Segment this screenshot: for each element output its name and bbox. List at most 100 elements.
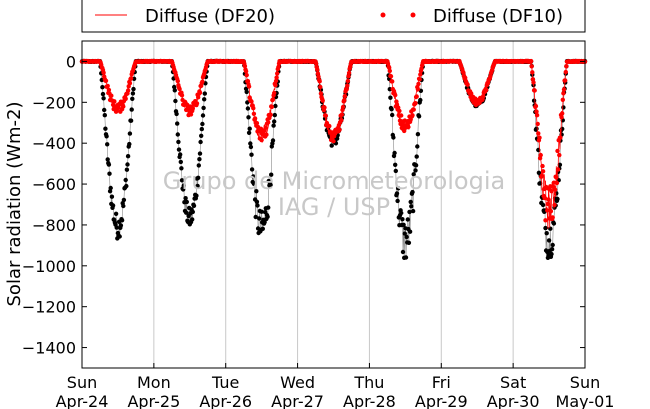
data-point bbox=[537, 135, 542, 140]
data-point bbox=[244, 89, 249, 95]
data-point bbox=[545, 201, 551, 207]
data-point bbox=[542, 195, 548, 201]
data-point bbox=[202, 97, 207, 102]
data-point bbox=[484, 87, 489, 93]
y-tick-label: 0 bbox=[66, 52, 76, 71]
data-point bbox=[550, 215, 555, 220]
data-point bbox=[389, 107, 394, 112]
x-tick-day: Sat bbox=[500, 373, 526, 392]
data-point bbox=[184, 210, 189, 215]
data-point bbox=[533, 103, 539, 109]
data-point bbox=[317, 79, 322, 84]
data-point bbox=[407, 229, 413, 234]
data-point bbox=[179, 166, 184, 171]
data-point bbox=[252, 181, 257, 186]
data-point bbox=[410, 208, 416, 214]
data-point bbox=[263, 125, 268, 130]
data-point bbox=[124, 183, 129, 189]
data-point bbox=[273, 103, 278, 109]
data-point bbox=[413, 168, 418, 173]
data-point bbox=[102, 107, 107, 113]
data-point bbox=[342, 93, 348, 99]
data-point bbox=[406, 124, 411, 130]
data-point bbox=[106, 162, 112, 167]
data-point bbox=[344, 87, 349, 92]
data-point bbox=[563, 78, 568, 83]
data-point bbox=[396, 105, 401, 110]
data-point bbox=[198, 139, 203, 145]
data-point bbox=[549, 189, 554, 194]
data-point bbox=[199, 126, 204, 132]
data-point bbox=[178, 152, 183, 157]
data-point bbox=[249, 167, 255, 172]
data-point bbox=[539, 173, 545, 178]
data-point bbox=[345, 83, 350, 88]
legend-box bbox=[81, 0, 586, 33]
data-point bbox=[406, 240, 412, 245]
data-point bbox=[101, 70, 106, 75]
data-point bbox=[249, 152, 254, 157]
legend-label-df20: Diffuse (DF20) bbox=[145, 6, 275, 27]
data-point bbox=[270, 97, 276, 102]
data-point bbox=[391, 135, 396, 140]
data-point bbox=[102, 113, 108, 118]
y-tick-label: −600 bbox=[32, 175, 76, 194]
x-axis: SunApr-24MonApr-25TueApr-26WedApr-27ThuA… bbox=[56, 363, 614, 409]
data-point bbox=[181, 183, 186, 188]
data-point bbox=[195, 183, 200, 189]
data-point bbox=[403, 255, 409, 260]
data-point bbox=[246, 130, 252, 135]
data-point bbox=[197, 157, 202, 162]
data-point bbox=[563, 69, 568, 75]
data-point bbox=[540, 169, 546, 174]
data-point bbox=[394, 191, 400, 196]
data-point bbox=[121, 104, 126, 109]
series-diffuse-df10- bbox=[79, 58, 588, 223]
x-tick-date: Apr-30 bbox=[487, 392, 540, 409]
y-tick-label: −1000 bbox=[22, 257, 76, 276]
data-point bbox=[113, 211, 119, 216]
data-point bbox=[419, 66, 424, 71]
x-tick-date: Apr-27 bbox=[271, 392, 324, 409]
data-point bbox=[105, 157, 110, 162]
data-point bbox=[392, 150, 397, 156]
data-point bbox=[410, 113, 415, 118]
data-point bbox=[266, 120, 271, 125]
data-point bbox=[396, 186, 401, 191]
data-point bbox=[540, 163, 545, 169]
data-point bbox=[252, 116, 258, 121]
data-point bbox=[397, 108, 402, 114]
data-point bbox=[558, 135, 563, 140]
data-point bbox=[259, 209, 264, 214]
data-point bbox=[416, 114, 422, 119]
data-point bbox=[393, 162, 398, 167]
y-tick-label: −1400 bbox=[22, 339, 76, 358]
data-point bbox=[402, 128, 407, 134]
data-point bbox=[549, 247, 555, 252]
data-point bbox=[128, 118, 134, 123]
data-point bbox=[106, 87, 112, 93]
data-point bbox=[552, 187, 558, 192]
data-point bbox=[555, 167, 561, 172]
data-point bbox=[390, 112, 395, 118]
data-point bbox=[101, 96, 106, 101]
data-point bbox=[251, 106, 256, 111]
x-tick-date: Apr-29 bbox=[415, 392, 468, 409]
data-point bbox=[393, 92, 398, 98]
data-point bbox=[265, 214, 270, 219]
data-point bbox=[264, 132, 269, 137]
data-point bbox=[107, 171, 112, 176]
data-point bbox=[246, 84, 252, 89]
data-point bbox=[405, 217, 410, 222]
data-point bbox=[313, 61, 319, 66]
data-point bbox=[196, 95, 201, 100]
data-point bbox=[560, 111, 565, 116]
data-point bbox=[244, 72, 249, 78]
data-point bbox=[275, 71, 280, 76]
data-point bbox=[127, 81, 133, 86]
data-point bbox=[548, 226, 553, 231]
data-point bbox=[254, 199, 260, 204]
data-point bbox=[411, 107, 416, 112]
data-point bbox=[200, 79, 205, 84]
data-point bbox=[401, 222, 406, 227]
